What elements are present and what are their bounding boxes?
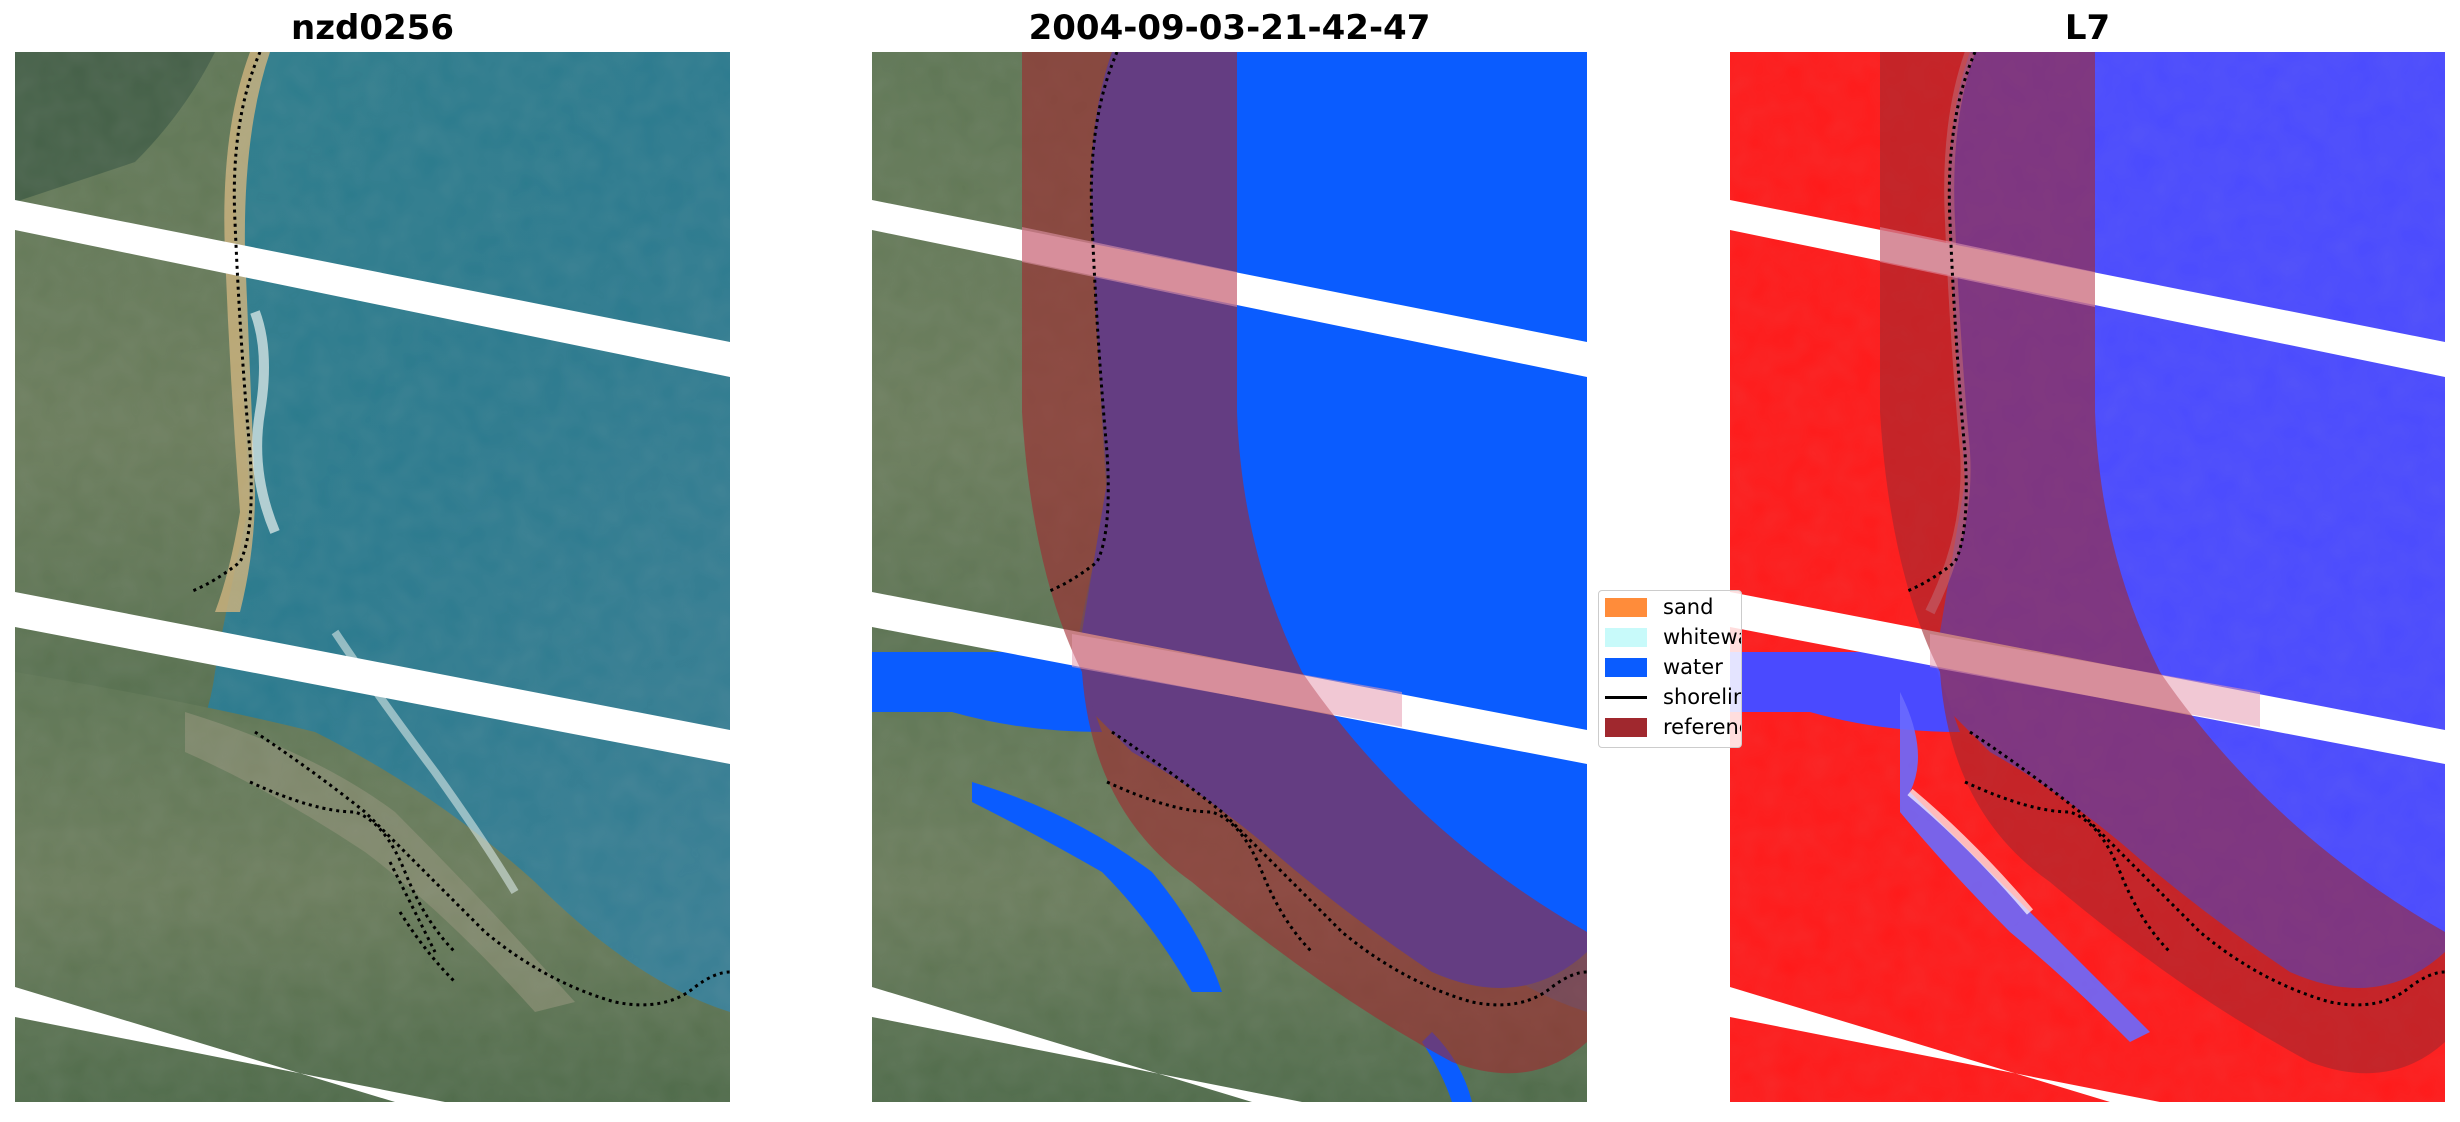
legend-label-reference: reference xyxy=(1663,715,1741,739)
legend-item-sand: sand xyxy=(1605,594,1713,620)
panel-title-classification: 2004-09-03-21-42-47 xyxy=(1028,8,1431,48)
legend-label-whitewater: whitewater xyxy=(1663,625,1741,649)
legend-label-water: water xyxy=(1663,655,1723,679)
reference-overlay xyxy=(1022,52,1587,1074)
legend-item-water: water xyxy=(1605,654,1723,680)
legend-item-shoreline: shoreline xyxy=(1605,684,1741,710)
legend: sand whitewater water shoreline referenc… xyxy=(1598,590,1742,748)
index-image xyxy=(1730,52,2445,1102)
shoreline-line xyxy=(189,52,262,594)
legend-label-shoreline: shoreline xyxy=(1663,685,1741,709)
rgb-image-panel xyxy=(15,52,730,1102)
legend-swatch-water xyxy=(1605,657,1647,677)
panel-title-rgb: nzd0256 xyxy=(291,8,454,48)
legend-label-sand: sand xyxy=(1663,595,1714,619)
legend-swatch-shoreline xyxy=(1605,695,1647,699)
legend-swatch-reference xyxy=(1605,717,1647,737)
index-panel xyxy=(1730,52,2445,1102)
legend-item-reference: reference xyxy=(1605,714,1741,740)
legend-swatch-whitewater xyxy=(1605,627,1647,647)
rgb-satellite-image xyxy=(15,52,730,1102)
legend-swatch-sand xyxy=(1605,597,1647,617)
classification-panel xyxy=(872,52,1587,1102)
classification-image xyxy=(872,52,1587,1102)
legend-item-whitewater: whitewater xyxy=(1605,624,1741,650)
panel-title-index: L7 xyxy=(2064,8,2111,48)
